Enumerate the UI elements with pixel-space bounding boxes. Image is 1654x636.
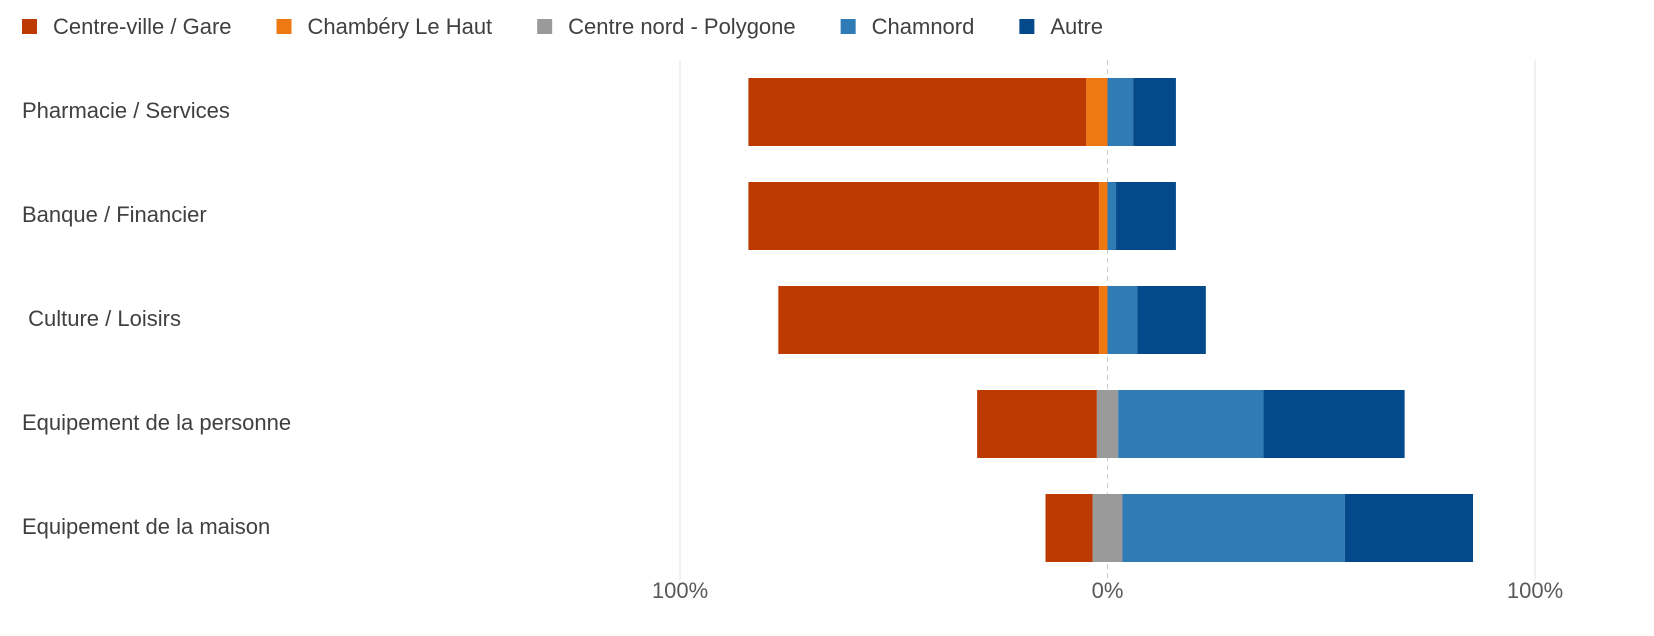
bar-segment — [1092, 494, 1123, 562]
bar-segment — [1118, 390, 1264, 458]
legend-swatch — [276, 19, 292, 34]
x-tick-label: 100% — [1507, 578, 1563, 603]
bar-segment — [1045, 494, 1093, 562]
legend-swatch — [537, 19, 553, 34]
bar-segment — [778, 286, 1099, 354]
bar-segment — [1107, 78, 1134, 146]
bar-segment — [1133, 78, 1176, 146]
category-label: Banque / Financier — [22, 202, 207, 227]
legend-swatch — [840, 19, 856, 34]
bar-segment — [977, 390, 1097, 458]
bar-segment — [1107, 286, 1138, 354]
x-tick-label: 0% — [1092, 578, 1124, 603]
bar-segment — [1137, 286, 1206, 354]
legend-label: Autre — [1050, 14, 1103, 39]
bar-segment — [1344, 494, 1474, 562]
legend-label: Chambéry Le Haut — [308, 14, 493, 39]
category-label: Pharmacie / Services — [22, 98, 230, 123]
bar-segment — [1098, 182, 1108, 250]
x-tick-label: 100% — [652, 578, 708, 603]
legend-swatch — [1019, 19, 1035, 34]
bar-segment — [748, 78, 1087, 146]
bar-segment — [748, 182, 1099, 250]
legend-label: Centre-ville / Gare — [53, 14, 232, 39]
bar-segment — [1086, 78, 1108, 146]
bar-segment — [1116, 182, 1176, 250]
category-label: Culture / Loisirs — [22, 306, 181, 331]
legend-swatch — [22, 19, 37, 34]
bar-segment — [1122, 494, 1345, 562]
bar-segment — [1096, 390, 1119, 458]
legend-label: Centre nord - Polygone — [568, 14, 795, 39]
bar-segment — [1107, 182, 1117, 250]
bar-segment — [1263, 390, 1405, 458]
category-label: Equipement de la personne — [22, 410, 291, 435]
bar-segment — [1098, 286, 1108, 354]
legend-label: Chamnord — [872, 14, 975, 39]
category-label: Equipement de la maison — [22, 514, 270, 539]
